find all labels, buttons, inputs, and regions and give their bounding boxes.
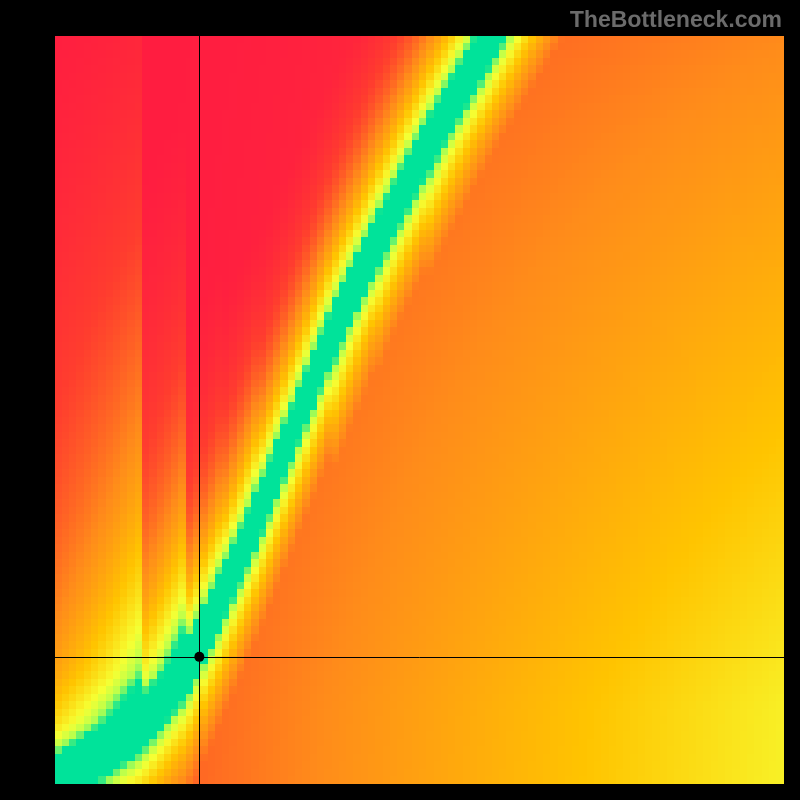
watermark-text: TheBottleneck.com — [570, 6, 782, 33]
heatmap-canvas — [55, 36, 784, 784]
chart-container: TheBottleneck.com — [0, 0, 800, 800]
